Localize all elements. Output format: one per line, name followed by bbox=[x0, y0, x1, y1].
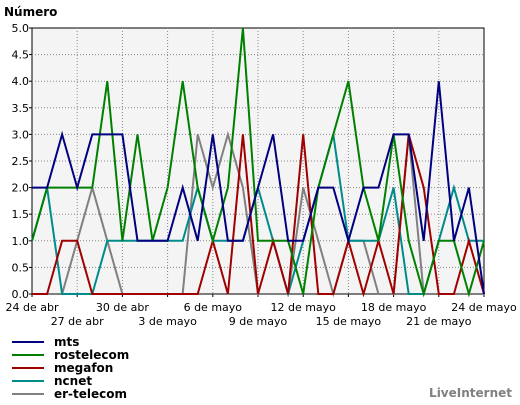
x-tick-label: 3 de mayo bbox=[138, 315, 197, 328]
series-line-rostelecom bbox=[31, 27, 485, 298]
watermark: LiveInternet bbox=[429, 386, 512, 400]
x-tick-label: 24 de abr bbox=[6, 301, 59, 314]
legend-swatch bbox=[12, 379, 44, 382]
x-tick-label: 30 de abr bbox=[96, 301, 149, 314]
x-tick-label: 12 de mayo bbox=[270, 301, 336, 314]
y-tick-label: 4.5 bbox=[12, 49, 30, 62]
legend-item: megafon bbox=[12, 362, 129, 375]
legend-item: rostelecom bbox=[12, 349, 129, 362]
y-tick-label: 1.5 bbox=[12, 208, 30, 221]
x-tick-label: 24 de mayo bbox=[451, 301, 517, 314]
x-tick-label: 6 de mayo bbox=[184, 301, 243, 314]
y-tick-label: 0.0 bbox=[12, 288, 30, 301]
y-tick-label: 3.5 bbox=[12, 102, 30, 115]
legend-swatch bbox=[12, 366, 44, 369]
legend-swatch bbox=[12, 340, 44, 343]
x-tick-label: 9 de mayo bbox=[229, 315, 288, 328]
legend-item: ncnet bbox=[12, 375, 129, 388]
y-tick-label: 3.0 bbox=[12, 128, 30, 141]
y-tick-label: 2.5 bbox=[12, 155, 30, 168]
x-tick-label: 27 de abr bbox=[51, 315, 104, 328]
legend-label: mts bbox=[54, 335, 80, 349]
y-tick-label: 4.0 bbox=[12, 75, 30, 88]
series-line-mts bbox=[32, 81, 485, 295]
legend: mts rostelecom megafon ncnet er-telecom bbox=[12, 336, 129, 401]
legend-swatch bbox=[12, 392, 44, 395]
y-tick-label: 1.0 bbox=[12, 235, 30, 248]
legend-item: mts bbox=[12, 336, 129, 349]
legend-label: rostelecom bbox=[54, 348, 130, 362]
x-tick-label: 18 de mayo bbox=[361, 301, 427, 314]
legend-item: er-telecom bbox=[12, 388, 129, 401]
y-tick-label: 5.0 bbox=[12, 22, 30, 35]
series-lines bbox=[31, 27, 485, 298]
legend-label: megafon bbox=[54, 361, 114, 375]
x-tick-label: 21 de mayo bbox=[406, 315, 472, 328]
legend-swatch bbox=[12, 353, 44, 356]
x-tick-label: 15 de mayo bbox=[316, 315, 382, 328]
y-tick-label: 2.0 bbox=[12, 182, 30, 195]
y-axis: 0.0 0.5 1.0 1.5 2.0 2.5 3.0 3.5 4.0 4.5 5.0 bbox=[12, 22, 32, 301]
legend-label: ncnet bbox=[54, 374, 93, 388]
legend-label: er-telecom bbox=[54, 387, 128, 401]
y-tick-label: 0.5 bbox=[12, 261, 30, 274]
chart-title: Número bbox=[4, 5, 57, 19]
